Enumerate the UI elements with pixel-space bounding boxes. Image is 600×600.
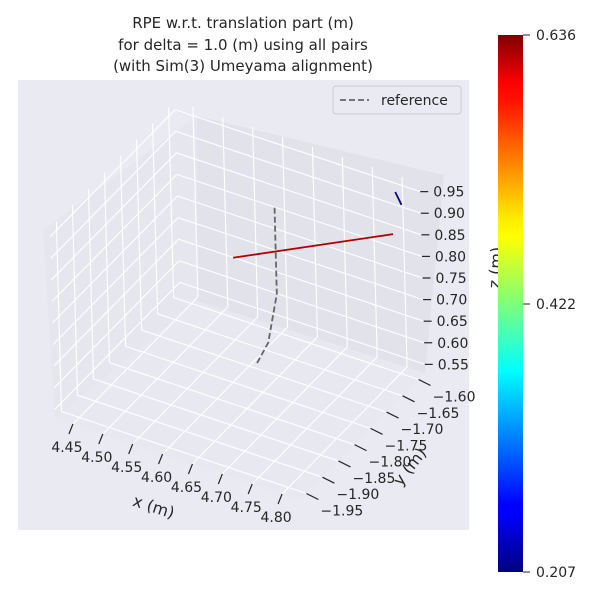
- grid-line-left-z: [54, 281, 181, 410]
- grid-line-floor-y: [125, 345, 371, 429]
- x-tick-label: 4.60: [141, 470, 172, 486]
- grid-line-floor-x: [192, 336, 318, 465]
- grid-line-back-z: [175, 109, 421, 193]
- grid-line-left-z: [49, 109, 176, 238]
- z-tick-label: 0.85: [434, 228, 465, 244]
- grid-line-floor-x: [72, 296, 199, 425]
- legend: reference: [332, 85, 462, 115]
- y-tick-label: −1.85: [352, 471, 395, 487]
- y-tick-mark: [322, 476, 335, 484]
- x-tick-mark: [217, 473, 223, 485]
- grid-line-floor-x: [132, 316, 259, 445]
- grid-line-left-z: [52, 217, 179, 345]
- x-tick-mark: [68, 423, 74, 435]
- colorbar-label-mid: 0.422: [536, 297, 576, 313]
- y-tick-mark: [418, 378, 431, 387]
- y-tick-label: −1.70: [401, 422, 444, 438]
- grid-line-floor-y: [173, 296, 419, 381]
- z-tick-label: 0.65: [437, 314, 468, 330]
- grid-line-left-z: [53, 238, 180, 367]
- x-tick-label: 4.70: [201, 490, 232, 506]
- grid-line-floor-y: [141, 329, 387, 413]
- legend-label-reference: reference: [381, 93, 448, 109]
- colorbar-label-min: 0.207: [536, 565, 576, 581]
- grid-line-back-z: [179, 281, 425, 365]
- grid-line-left-z: [50, 152, 177, 281]
- series-line-0: [255, 207, 278, 365]
- tick-marks: [68, 191, 433, 505]
- x-tick-label: 4.65: [171, 480, 202, 496]
- grid-line-back-z: [176, 152, 422, 236]
- grid-line-back-z: [178, 238, 424, 322]
- grid-line-floor-x: [251, 356, 378, 485]
- series-line-2: [394, 191, 403, 206]
- legend-box: [332, 85, 462, 115]
- grid-line-left-z: [53, 260, 180, 389]
- y-tick-mark: [402, 395, 415, 403]
- z-tick-label: 0.55: [438, 357, 469, 373]
- y-tick-mark: [338, 460, 351, 468]
- z-tick-label: 0.75: [436, 271, 467, 287]
- grid-line-back-z: [177, 217, 424, 301]
- y-tick-mark: [370, 427, 383, 435]
- series-layer: [232, 191, 403, 365]
- z-tick-label: 0.60: [437, 336, 468, 352]
- grid-line-back-z: [177, 195, 423, 279]
- x-tick-mark: [128, 443, 134, 455]
- series-line-1: [232, 233, 394, 259]
- grid-line-back-z: [175, 130, 421, 214]
- y-tick-label: −1.60: [433, 390, 476, 406]
- x-tick-mark: [187, 463, 193, 475]
- grid-line-back-z: [179, 260, 425, 344]
- x-tick-mark: [158, 453, 164, 465]
- x-tick-label: 4.80: [260, 510, 291, 526]
- grid-line-floor-y: [77, 394, 323, 478]
- grid-line-floor-x: [162, 326, 288, 455]
- x-tick-label: 4.75: [231, 500, 262, 516]
- y-tick-label: −1.80: [368, 455, 411, 471]
- title-line-3: (with Sim(3) Umeyama alignment): [113, 57, 373, 75]
- x-tick-mark: [277, 493, 283, 505]
- colorbar: 0.636 0.422 0.207: [498, 28, 576, 581]
- grid-line-floor-x: [102, 306, 229, 435]
- y-tick-mark: [386, 411, 399, 419]
- grid-line-left-z: [51, 174, 178, 302]
- x-tick-mark: [98, 433, 104, 445]
- z-tick-label: 0.70: [436, 293, 467, 309]
- pane-left: [43, 116, 197, 418]
- grid-line-floor-x: [281, 366, 408, 495]
- z-tick-label: 0.80: [435, 249, 466, 265]
- colorbar-label-max: 0.636: [536, 28, 576, 44]
- y-tick-label: −1.75: [385, 438, 428, 454]
- grid-lines: [49, 106, 425, 495]
- grid-line-floor-x: [221, 346, 348, 475]
- colorbar-gradient: [498, 35, 523, 572]
- title-line-2: for delta = 1.0 (m) using all pairs: [118, 36, 368, 54]
- tick-labels: 4.454.504.554.604.654.704.754.80 −1.95−1.…: [51, 185, 475, 526]
- y-tick-label: −1.90: [336, 487, 379, 503]
- y-tick-label: −1.65: [417, 406, 460, 422]
- title-line-1: RPE w.r.t. translation part (m): [132, 14, 354, 32]
- x-tick-label: 4.55: [111, 460, 142, 476]
- z-tick-label: 0.95: [433, 185, 464, 201]
- z-tick-label: 0.90: [434, 206, 465, 222]
- grid-line-left-z: [52, 195, 178, 324]
- x-tick-mark: [247, 483, 253, 495]
- grid-line-floor-y: [157, 313, 403, 397]
- grid-line-left-z: [50, 130, 177, 259]
- x-tick-label: 4.50: [81, 450, 112, 466]
- grid-line-floor-y: [109, 362, 355, 446]
- grid-line-floor-y: [93, 378, 339, 462]
- y-tick-label: −1.95: [320, 503, 363, 519]
- grid-line-floor-y: [61, 410, 307, 495]
- chart-title: RPE w.r.t. translation part (m) for delt…: [113, 14, 373, 75]
- x-tick-label: 4.45: [51, 440, 82, 456]
- y-tick-mark: [354, 444, 367, 452]
- grid-line-back-z: [176, 173, 423, 257]
- y-tick-mark: [306, 492, 319, 501]
